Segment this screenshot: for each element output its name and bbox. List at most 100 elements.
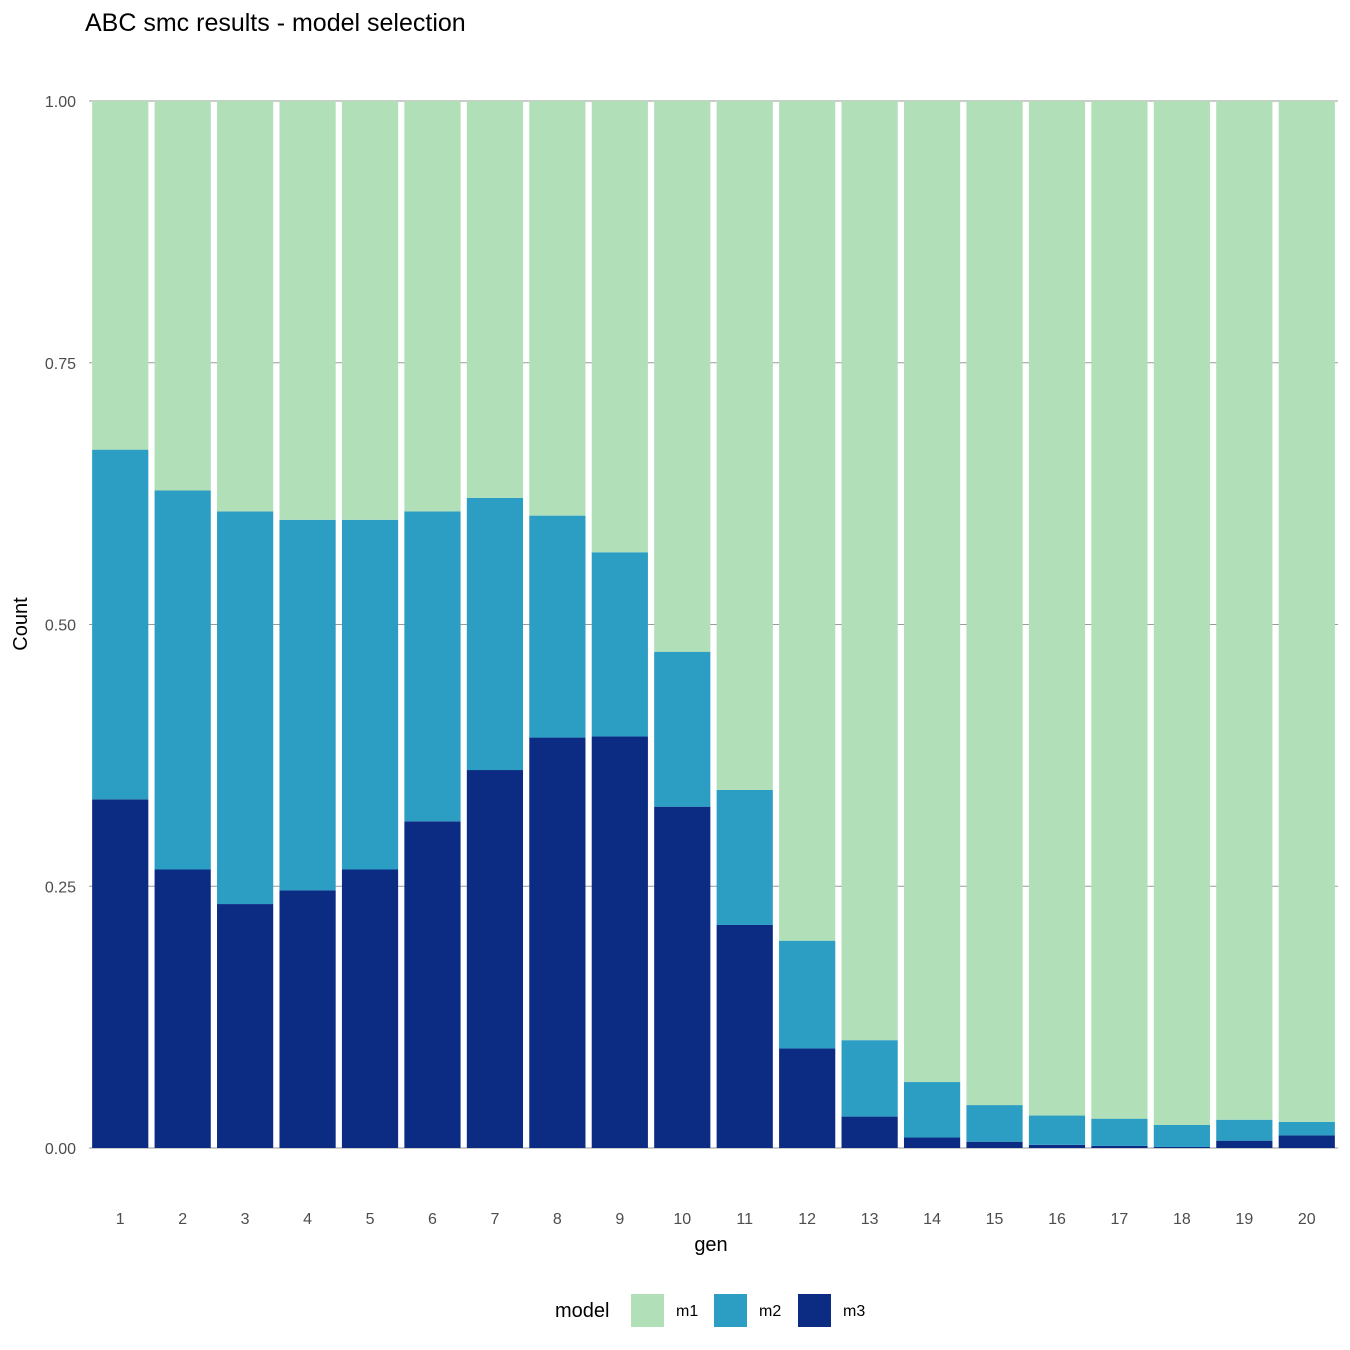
bar-segment-m2-gen-7 — [466, 497, 524, 771]
x-tick-label: 20 — [1298, 1211, 1316, 1228]
x-axis-title: gen — [694, 1234, 727, 1256]
x-tick-label: 19 — [1235, 1211, 1253, 1228]
bar-segment-m2-gen-14 — [903, 1082, 961, 1138]
bar-segment-m3-gen-12 — [779, 1048, 836, 1148]
x-tick-label: 2 — [178, 1211, 187, 1228]
y-tick-label: 0.25 — [45, 879, 76, 896]
x-tick-label: 9 — [615, 1211, 624, 1228]
bar-segment-m3-gen-9 — [591, 736, 648, 1148]
legend-key-m2 — [714, 1294, 747, 1327]
chart-title: ABC smc results - model selection — [85, 9, 466, 37]
bars-layer — [92, 101, 1335, 1148]
bar-segment-m3-gen-13 — [841, 1116, 898, 1148]
x-tick-label: 11 — [736, 1211, 753, 1228]
bar-segment-m1-gen-14 — [903, 101, 961, 1083]
bar-segment-m1-gen-7 — [466, 101, 524, 498]
bar-segment-m3-gen-3 — [217, 904, 274, 1148]
bar-segment-m1-gen-20 — [1278, 101, 1335, 1122]
bar-segment-m3-gen-5 — [341, 869, 399, 1148]
bar-segment-m1-gen-9 — [591, 101, 648, 553]
x-tick-label: 12 — [798, 1211, 816, 1228]
legend-title: model — [555, 1300, 609, 1322]
x-tick-label: 3 — [241, 1211, 250, 1228]
bar-segment-m2-gen-2 — [154, 490, 211, 870]
x-tick-label: 7 — [490, 1211, 499, 1228]
bar-segment-m1-gen-5 — [341, 101, 399, 520]
x-tick-label: 18 — [1173, 1211, 1191, 1228]
bar-segment-m1-gen-8 — [529, 101, 586, 516]
bar-segment-m1-gen-10 — [654, 101, 711, 652]
legend-label-m3: m3 — [843, 1303, 865, 1320]
bar-segment-m3-gen-6 — [404, 821, 461, 1148]
bar-segment-m1-gen-12 — [779, 101, 836, 941]
x-tick-label: 6 — [428, 1211, 437, 1228]
bar-segment-m1-gen-11 — [716, 101, 773, 790]
bar-segment-m1-gen-4 — [279, 101, 336, 520]
bar-segment-m1-gen-19 — [1216, 101, 1273, 1120]
bar-segment-m2-gen-10 — [654, 651, 711, 807]
bar-segment-m1-gen-6 — [404, 101, 461, 512]
legend-key-m1 — [631, 1294, 664, 1327]
bar-segment-m2-gen-1 — [92, 449, 149, 800]
bar-segment-m2-gen-5 — [341, 519, 399, 870]
x-tick-label: 17 — [1111, 1211, 1129, 1228]
bar-segment-m3-gen-15 — [966, 1141, 1023, 1148]
x-tick-label: 1 — [116, 1211, 125, 1228]
x-tick-label: 15 — [986, 1211, 1004, 1228]
bar-segment-m2-gen-17 — [1091, 1118, 1148, 1146]
bar-segment-m1-gen-15 — [966, 101, 1023, 1106]
bar-segment-m3-gen-10 — [654, 806, 711, 1148]
bar-segment-m2-gen-16 — [1028, 1115, 1086, 1145]
bar-segment-m3-gen-1 — [92, 799, 149, 1148]
bar-segment-m3-gen-16 — [1028, 1144, 1086, 1148]
x-tick-label: 5 — [366, 1211, 375, 1228]
bar-segment-m2-gen-6 — [404, 511, 461, 822]
bar-segment-m2-gen-4 — [279, 519, 336, 891]
bar-segment-m1-gen-16 — [1028, 101, 1086, 1116]
bar-segment-m2-gen-12 — [779, 940, 836, 1049]
x-tick-label: 13 — [861, 1211, 879, 1228]
bar-segment-m2-gen-18 — [1153, 1124, 1210, 1147]
x-tick-label: 14 — [923, 1211, 941, 1228]
bar-segment-m3-gen-7 — [466, 770, 524, 1148]
bar-segment-m3-gen-4 — [279, 890, 336, 1148]
bar-segment-m3-gen-17 — [1091, 1145, 1148, 1148]
y-tick-label: 0.50 — [45, 618, 76, 635]
bar-segment-m3-gen-2 — [154, 869, 211, 1148]
bar-segment-m1-gen-1 — [92, 101, 149, 450]
y-axis-title: Count — [10, 597, 32, 651]
bar-segment-m3-gen-11 — [716, 924, 773, 1148]
legend-label-m1: m1 — [676, 1303, 698, 1320]
bar-segment-m2-gen-8 — [529, 515, 586, 738]
bar-segment-m3-gen-18 — [1153, 1146, 1210, 1148]
legend-key-m3 — [798, 1294, 831, 1327]
bar-segment-m1-gen-2 — [154, 101, 211, 491]
x-tick-label: 16 — [1048, 1211, 1066, 1228]
y-tick-label: 0.00 — [45, 1141, 76, 1158]
bar-segment-m1-gen-13 — [841, 101, 898, 1041]
bar-segment-m2-gen-13 — [841, 1040, 898, 1117]
bar-segment-m3-gen-8 — [529, 737, 586, 1148]
legend: model m1 m2 m3 — [555, 1294, 865, 1327]
legend-label-m2: m2 — [759, 1303, 781, 1320]
bar-segment-m2-gen-3 — [217, 511, 274, 905]
x-tick-label: 4 — [303, 1211, 312, 1228]
bar-segment-m1-gen-18 — [1153, 101, 1210, 1125]
x-tick-label: 10 — [673, 1211, 691, 1228]
bar-segment-m2-gen-9 — [591, 552, 648, 737]
bar-segment-m2-gen-20 — [1278, 1121, 1335, 1136]
y-tick-label: 0.75 — [45, 356, 76, 373]
bar-segment-m3-gen-14 — [903, 1137, 961, 1148]
x-tick-labels: 1 2 3 4 5 6 7 8 9 10 11 12 13 14 15 16 17 18 19 20 — [116, 1211, 1316, 1228]
bar-segment-m2-gen-15 — [966, 1105, 1023, 1142]
bar-segment-m1-gen-3 — [217, 101, 274, 512]
y-gridlines — [89, 100, 1338, 1149]
x-tick-label: 8 — [553, 1211, 562, 1228]
bar-segment-m2-gen-11 — [716, 789, 773, 925]
bar-segment-m2-gen-19 — [1216, 1119, 1273, 1141]
bar-segment-m3-gen-19 — [1216, 1140, 1273, 1148]
bar-segment-m3-gen-20 — [1278, 1135, 1335, 1148]
bar-segment-m1-gen-17 — [1091, 101, 1148, 1119]
y-tick-labels: 0.00 0.25 0.50 0.75 1.00 — [45, 94, 76, 1158]
